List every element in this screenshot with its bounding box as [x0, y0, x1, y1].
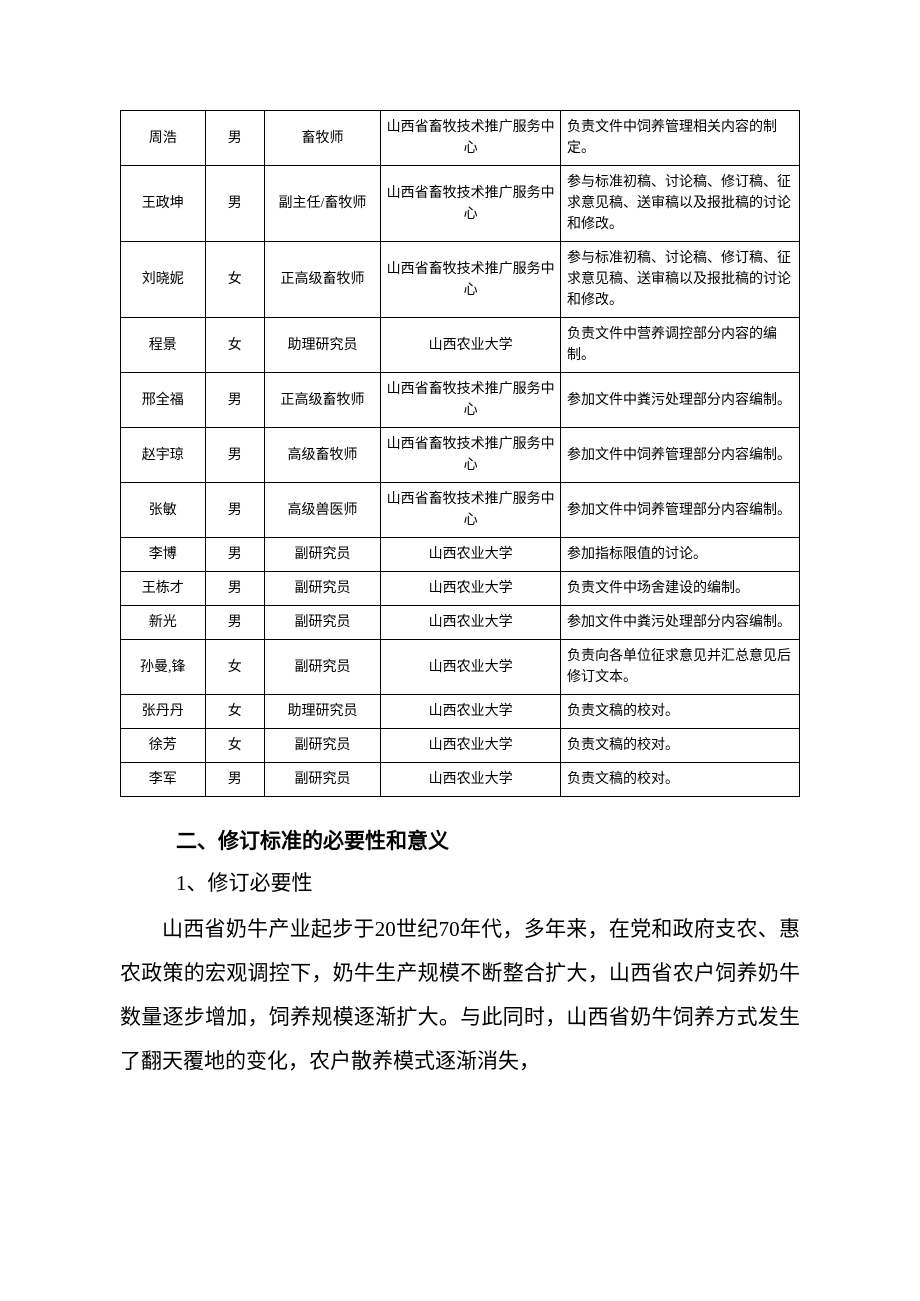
cell-org: 山西农业大学	[381, 606, 561, 640]
cell-title: 副研究员	[264, 606, 380, 640]
cell-title: 助理研究员	[264, 318, 380, 373]
cell-duty: 负责文稿的校对。	[561, 763, 800, 797]
cell-duty: 参与标准初稿、讨论稿、修订稿、征求意见稿、送审稿以及报批稿的讨论和修改。	[561, 166, 800, 242]
cell-org: 山西农业大学	[381, 763, 561, 797]
table-row: 张敏男高级兽医师山西省畜牧技术推广服务中心参加文件中饲养管理部分内容编制。	[121, 483, 800, 538]
cell-gender: 女	[205, 242, 264, 318]
cell-gender: 女	[205, 695, 264, 729]
cell-name: 徐芳	[121, 729, 206, 763]
cell-title: 正高级畜牧师	[264, 373, 380, 428]
cell-name: 张敏	[121, 483, 206, 538]
cell-name: 赵宇琼	[121, 428, 206, 483]
cell-org: 山西农业大学	[381, 572, 561, 606]
cell-title: 高级兽医师	[264, 483, 380, 538]
cell-title: 助理研究员	[264, 695, 380, 729]
table-row: 张丹丹女助理研究员山西农业大学负责文稿的校对。	[121, 695, 800, 729]
cell-name: 周浩	[121, 111, 206, 166]
cell-name: 程景	[121, 318, 206, 373]
cell-name: 刘晓妮	[121, 242, 206, 318]
table-row: 李博男副研究员山西农业大学参加指标限值的讨论。	[121, 538, 800, 572]
cell-org: 山西农业大学	[381, 318, 561, 373]
cell-org: 山西省畜牧技术推广服务中心	[381, 111, 561, 166]
cell-title: 副研究员	[264, 572, 380, 606]
cell-duty: 参与标准初稿、讨论稿、修订稿、征求意见稿、送审稿以及报批稿的讨论和修改。	[561, 242, 800, 318]
cell-org: 山西农业大学	[381, 640, 561, 695]
cell-title: 副主任/畜牧师	[264, 166, 380, 242]
cell-org: 山西省畜牧技术推广服务中心	[381, 373, 561, 428]
cell-duty: 参加文件中粪污处理部分内容编制。	[561, 373, 800, 428]
personnel-table: 周浩男畜牧师山西省畜牧技术推广服务中心负责文件中饲养管理相关内容的制定。王政坤男…	[120, 110, 800, 797]
table-row: 刘晓妮女正高级畜牧师山西省畜牧技术推广服务中心参与标准初稿、讨论稿、修订稿、征求…	[121, 242, 800, 318]
cell-name: 王政坤	[121, 166, 206, 242]
cell-gender: 男	[205, 428, 264, 483]
cell-duty: 负责文件中场舍建设的编制。	[561, 572, 800, 606]
cell-gender: 男	[205, 763, 264, 797]
table-row: 孙曼,锋女副研究员山西农业大学负责向各单位征求意见并汇总意见后修订文本。	[121, 640, 800, 695]
cell-name: 李军	[121, 763, 206, 797]
cell-duty: 负责文稿的校对。	[561, 729, 800, 763]
cell-org: 山西农业大学	[381, 538, 561, 572]
body-paragraph-1: 山西省奶牛产业起步于20世纪70年代，多年来，在党和政府支农、惠农政策的宏观调控…	[120, 907, 800, 1083]
cell-org: 山西农业大学	[381, 695, 561, 729]
cell-org: 山西省畜牧技术推广服务中心	[381, 428, 561, 483]
cell-gender: 男	[205, 538, 264, 572]
table-row: 徐芳女副研究员山西农业大学负责文稿的校对。	[121, 729, 800, 763]
cell-org: 山西省畜牧技术推广服务中心	[381, 166, 561, 242]
sub-heading-1: 1、修订必要性	[176, 867, 800, 897]
cell-title: 副研究员	[264, 538, 380, 572]
cell-name: 李博	[121, 538, 206, 572]
table-row: 王政坤男副主任/畜牧师山西省畜牧技术推广服务中心参与标准初稿、讨论稿、修订稿、征…	[121, 166, 800, 242]
table-row: 程景女助理研究员山西农业大学负责文件中营养调控部分内容的编制。	[121, 318, 800, 373]
cell-gender: 女	[205, 640, 264, 695]
cell-title: 副研究员	[264, 763, 380, 797]
cell-duty: 负责文件中营养调控部分内容的编制。	[561, 318, 800, 373]
cell-duty: 参加文件中饲养管理部分内容编制。	[561, 428, 800, 483]
cell-title: 正高级畜牧师	[264, 242, 380, 318]
table-row: 新光男副研究员山西农业大学参加文件中粪污处理部分内容编制。	[121, 606, 800, 640]
table-body: 周浩男畜牧师山西省畜牧技术推广服务中心负责文件中饲养管理相关内容的制定。王政坤男…	[121, 111, 800, 797]
table-row: 王栋才男副研究员山西农业大学负责文件中场舍建设的编制。	[121, 572, 800, 606]
cell-gender: 女	[205, 729, 264, 763]
cell-name: 新光	[121, 606, 206, 640]
cell-gender: 男	[205, 111, 264, 166]
document-page: 周浩男畜牧师山西省畜牧技术推广服务中心负责文件中饲养管理相关内容的制定。王政坤男…	[0, 0, 920, 1301]
cell-title: 高级畜牧师	[264, 428, 380, 483]
cell-gender: 男	[205, 606, 264, 640]
cell-duty: 参加文件中粪污处理部分内容编制。	[561, 606, 800, 640]
cell-title: 畜牧师	[264, 111, 380, 166]
table-row: 邢全福男正高级畜牧师山西省畜牧技术推广服务中心参加文件中粪污处理部分内容编制。	[121, 373, 800, 428]
cell-gender: 男	[205, 572, 264, 606]
cell-gender: 男	[205, 373, 264, 428]
cell-gender: 女	[205, 318, 264, 373]
cell-duty: 负责文稿的校对。	[561, 695, 800, 729]
cell-title: 副研究员	[264, 729, 380, 763]
cell-name: 张丹丹	[121, 695, 206, 729]
cell-title: 副研究员	[264, 640, 380, 695]
cell-gender: 男	[205, 483, 264, 538]
section-heading-2: 二、修订标准的必要性和意义	[176, 825, 800, 855]
cell-org: 山西省畜牧技术推广服务中心	[381, 242, 561, 318]
cell-name: 邢全福	[121, 373, 206, 428]
cell-name: 王栋才	[121, 572, 206, 606]
table-row: 赵宇琼男高级畜牧师山西省畜牧技术推广服务中心参加文件中饲养管理部分内容编制。	[121, 428, 800, 483]
table-row: 周浩男畜牧师山西省畜牧技术推广服务中心负责文件中饲养管理相关内容的制定。	[121, 111, 800, 166]
table-row: 李军男副研究员山西农业大学负责文稿的校对。	[121, 763, 800, 797]
cell-name: 孙曼,锋	[121, 640, 206, 695]
cell-duty: 参加指标限值的讨论。	[561, 538, 800, 572]
cell-duty: 参加文件中饲养管理部分内容编制。	[561, 483, 800, 538]
cell-gender: 男	[205, 166, 264, 242]
cell-duty: 负责向各单位征求意见并汇总意见后修订文本。	[561, 640, 800, 695]
cell-duty: 负责文件中饲养管理相关内容的制定。	[561, 111, 800, 166]
cell-org: 山西省畜牧技术推广服务中心	[381, 483, 561, 538]
cell-org: 山西农业大学	[381, 729, 561, 763]
